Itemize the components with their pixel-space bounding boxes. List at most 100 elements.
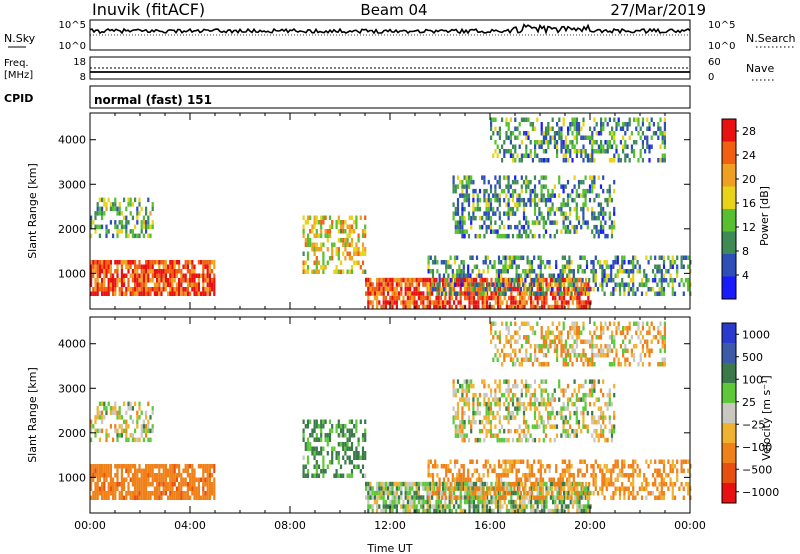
- echo-cell: [669, 482, 672, 487]
- echo-cell: [597, 233, 600, 239]
- echo-cell: [204, 495, 207, 500]
- echo-cell: [395, 486, 398, 491]
- echo-cell: [638, 486, 641, 491]
- echo-cell: [440, 260, 443, 265]
- echo-cell: [471, 255, 474, 260]
- echo-cell: [460, 477, 463, 482]
- echo-cell: [492, 229, 495, 234]
- echo-cell: [468, 504, 471, 509]
- echo-cell: [520, 437, 523, 443]
- echo-cell: [593, 437, 596, 443]
- echo-cell: [578, 304, 581, 310]
- echo-cell: [169, 260, 172, 265]
- echo-cell: [564, 224, 567, 230]
- echo-cell: [673, 495, 677, 500]
- echo-cell: [490, 291, 493, 296]
- echo-cell: [687, 459, 690, 464]
- echo-cell: [592, 464, 595, 469]
- echo-cell: [169, 291, 172, 296]
- echo-cell: [558, 295, 561, 301]
- echo-cell: [490, 295, 493, 301]
- echo-cell: [614, 255, 617, 260]
- echo-cell: [573, 229, 576, 234]
- echo-cell: [605, 264, 608, 269]
- echo-cell: [453, 255, 457, 260]
- echo-cell: [101, 473, 104, 478]
- echo-cell: [420, 300, 423, 305]
- echo-cell: [530, 278, 534, 283]
- echo-cell: [498, 131, 501, 136]
- echo-cell: [197, 482, 200, 487]
- echo-cell: [555, 468, 558, 473]
- echo-cell: [491, 468, 494, 473]
- echo-cell: [452, 392, 455, 398]
- echo-cell: [105, 229, 108, 234]
- echo-cell: [142, 233, 145, 239]
- echo-cell: [114, 206, 117, 212]
- echo-cell: [658, 482, 661, 487]
- echo-cell: [536, 193, 539, 198]
- echo-cell: [151, 464, 154, 469]
- echo-cell: [467, 401, 471, 407]
- echo-cell: [164, 468, 167, 473]
- echo-cell: [451, 473, 454, 478]
- echo-cell: [563, 495, 566, 500]
- echo-cell: [486, 255, 490, 260]
- echo-cell: [560, 433, 563, 438]
- echo-cell: [400, 300, 403, 305]
- echo-cell: [411, 291, 414, 296]
- echo-cell: [555, 278, 558, 283]
- echo-cell: [636, 464, 639, 469]
- echo-cell: [182, 278, 185, 283]
- echo-cell: [497, 486, 501, 491]
- echo-cell: [140, 220, 143, 225]
- echo-cell: [566, 383, 570, 389]
- echo-cell: [564, 428, 567, 434]
- echo-cell: [156, 486, 159, 491]
- echo-cell: [306, 220, 310, 225]
- echo-cell: [404, 291, 407, 296]
- echo-cell: [628, 117, 631, 122]
- echo-cell: [533, 269, 536, 274]
- echo-cell: [525, 321, 528, 326]
- echo-cell: [568, 477, 571, 482]
- echo-cell: [195, 486, 198, 491]
- echo-cell: [371, 304, 374, 310]
- echo-cell: [593, 158, 596, 163]
- echo-cell: [662, 255, 666, 260]
- echo-cell: [530, 282, 533, 287]
- echo-cell: [306, 455, 310, 460]
- echo-cell: [591, 175, 594, 180]
- echo-cell: [164, 491, 167, 496]
- echo-cell: [322, 215, 325, 220]
- echo-cell: [648, 158, 651, 163]
- echo-cell: [442, 287, 446, 292]
- echo-cell: [613, 220, 616, 225]
- echo-cell: [472, 419, 475, 425]
- echo-cell: [357, 233, 360, 238]
- echo-cell: [470, 379, 473, 384]
- echo-cell: [98, 197, 101, 203]
- echo-cell: [204, 482, 207, 487]
- echo-cell: [502, 495, 505, 500]
- echo-cell: [482, 291, 485, 296]
- echo-cell: [533, 278, 536, 283]
- echo-cell: [208, 264, 211, 269]
- echo-cell: [342, 251, 345, 256]
- echo-cell: [601, 486, 604, 491]
- echo-cell: [149, 437, 152, 443]
- echo-cell: [164, 269, 167, 274]
- echo-cell: [462, 477, 465, 482]
- echo-cell: [509, 357, 512, 362]
- echo-cell: [453, 459, 457, 464]
- echo-cell: [460, 473, 463, 478]
- echo-cell: [350, 265, 354, 270]
- echo-cell: [402, 300, 405, 305]
- echo-cell: [621, 278, 624, 283]
- echo-cell: [173, 477, 176, 482]
- echo-cell: [558, 379, 561, 384]
- echo-cell: [125, 233, 128, 239]
- echo-cell: [450, 277, 453, 283]
- echo-cell: [335, 251, 338, 256]
- echo-cell: [574, 291, 577, 296]
